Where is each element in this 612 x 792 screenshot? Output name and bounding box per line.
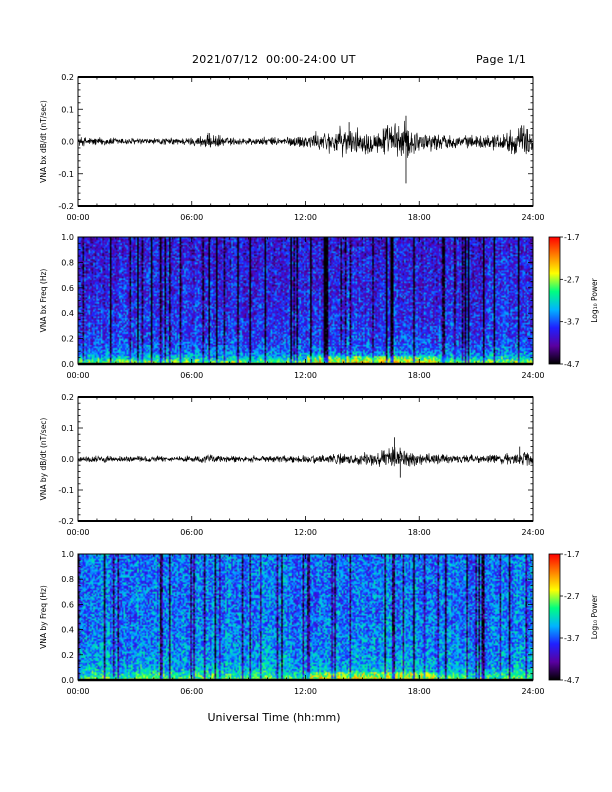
x-tick-label: 12:00 [294, 371, 317, 380]
colorbar-tick-label: -2.7 [564, 592, 580, 601]
x-tick-label: 12:00 [294, 528, 317, 537]
colorbar [548, 236, 561, 365]
x-tick-label: 00:00 [66, 371, 89, 380]
x-tick-label: 06:00 [180, 528, 203, 537]
panel-1 [77, 115, 534, 184]
y-tick-label: -0.2 [58, 202, 74, 211]
panel-4 [78, 554, 533, 680]
y-axis-label: VNA bx dB/dt (nT/sec) [39, 100, 48, 183]
colorbar-tick-label: -3.7 [564, 634, 580, 643]
panel-3 [77, 437, 534, 478]
colorbar-label: Log₁₀ Power [590, 594, 599, 639]
colorbar-label: Log₁₀ Power [590, 277, 599, 322]
x-tick-label: 18:00 [408, 213, 431, 222]
y-tick-label: 0.6 [61, 284, 74, 293]
y-tick-label: 0.4 [61, 626, 74, 635]
page-title: 2021/07/12 00:00-24:00 UT [192, 53, 356, 66]
y-tick-label: 1.0 [61, 550, 74, 559]
y-tick-label: -0.2 [58, 517, 74, 526]
x-tick-label: 00:00 [66, 528, 89, 537]
x-tick-label: 06:00 [180, 213, 203, 222]
x-tick-label: 00:00 [66, 687, 89, 696]
x-tick-label: 24:00 [521, 528, 544, 537]
y-tick-label: 0.2 [61, 651, 74, 660]
y-tick-label: 0.2 [61, 393, 74, 402]
x-tick-label: 24:00 [521, 213, 544, 222]
y-tick-label: 0.0 [61, 360, 74, 369]
waveform-trace [77, 120, 534, 158]
y-tick-label: 0.0 [61, 676, 74, 685]
x-axis-title: Universal Time (hh:mm) [207, 711, 341, 724]
x-tick-label: 00:00 [66, 213, 89, 222]
colorbar-tick-label: -1.7 [564, 550, 580, 559]
y-tick-label: 1.0 [61, 233, 74, 242]
x-tick-label: 12:00 [294, 213, 317, 222]
x-tick-label: 18:00 [408, 528, 431, 537]
spectrogram-image [78, 237, 533, 364]
y-axis-label: VNA by dB/dt (nT/sec) [39, 418, 48, 501]
colorbar-tick-label: -4.7 [564, 360, 580, 369]
y-axis-label: VNA bx Freq (Hz) [39, 269, 48, 333]
colorbar-tick-label: -3.7 [564, 318, 580, 327]
y-tick-label: 0.2 [61, 335, 74, 344]
y-tick-label: 0.8 [61, 575, 74, 584]
y-tick-label: 0.0 [61, 455, 74, 464]
colorbar-tick-label: -4.7 [564, 676, 580, 685]
x-tick-label: 18:00 [408, 371, 431, 380]
x-tick-label: 12:00 [294, 687, 317, 696]
y-tick-label: -0.1 [58, 486, 74, 495]
y-tick-label: 0.6 [61, 600, 74, 609]
y-tick-label: -0.1 [58, 170, 74, 179]
y-tick-label: 0.1 [61, 424, 74, 433]
y-tick-label: 0.1 [61, 105, 74, 114]
waveform-trace [77, 446, 534, 467]
x-tick-label: 18:00 [408, 687, 431, 696]
spectrogram-image [78, 554, 533, 680]
colorbar-tick-label: -1.7 [564, 233, 580, 242]
x-tick-label: 24:00 [521, 371, 544, 380]
x-tick-label: 24:00 [521, 687, 544, 696]
page-number: Page 1/1 [476, 53, 527, 66]
x-tick-label: 06:00 [180, 371, 203, 380]
y-tick-label: 0.0 [61, 138, 74, 147]
y-tick-label: 0.8 [61, 258, 74, 267]
colorbar-tick-label: -2.7 [564, 275, 580, 284]
x-tick-label: 06:00 [180, 687, 203, 696]
colorbar [548, 553, 561, 681]
y-tick-label: 0.2 [61, 73, 74, 82]
y-axis-label: VNA by Freq (Hz) [39, 585, 48, 649]
y-tick-label: 0.4 [61, 309, 74, 318]
panel-2 [78, 237, 533, 364]
